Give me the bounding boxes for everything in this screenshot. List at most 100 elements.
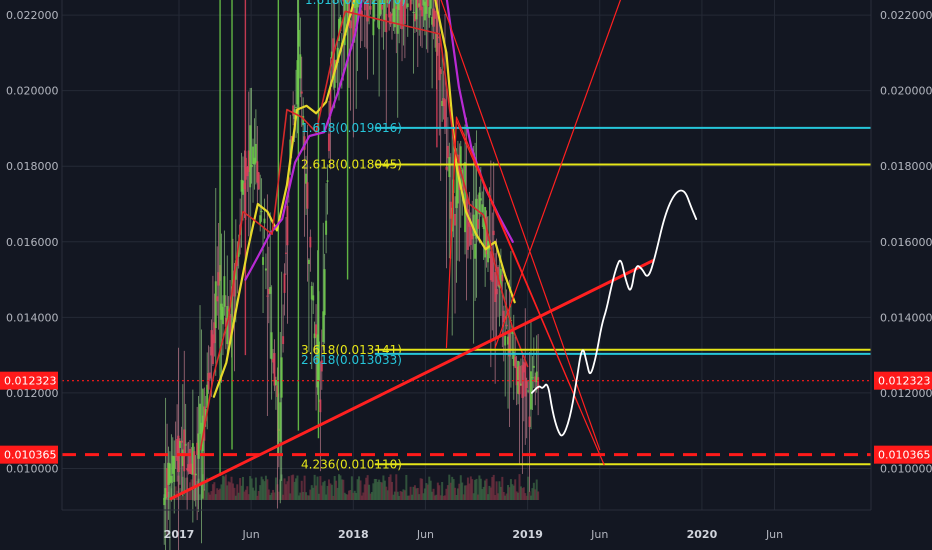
volume-bar xyxy=(405,474,408,500)
candle-body xyxy=(418,3,421,7)
y-tick-label-right: 0.012000 xyxy=(880,387,932,400)
candle-body xyxy=(389,14,392,25)
candle-body xyxy=(388,0,391,18)
price-tag-left-label: 0.010365 xyxy=(4,449,57,462)
candle-body xyxy=(504,335,507,346)
candle-body xyxy=(173,456,176,482)
trendline-2 xyxy=(455,120,605,466)
candle-body xyxy=(259,215,262,224)
volume-bar xyxy=(243,491,246,500)
volume-bar xyxy=(184,477,187,500)
ma-line-2 xyxy=(199,10,529,451)
candle-body xyxy=(458,154,461,190)
candle-body xyxy=(178,441,181,448)
volume-bar xyxy=(372,483,375,500)
y-tick-label-left: 0.012000 xyxy=(6,387,59,400)
volume-bar xyxy=(438,485,441,500)
volume-bar xyxy=(428,476,431,500)
candle-body xyxy=(476,219,479,229)
candle-body xyxy=(433,10,436,19)
volume-bar xyxy=(498,481,501,500)
volume-bar xyxy=(260,476,263,500)
volume-bar xyxy=(482,486,485,500)
volume-bar xyxy=(444,495,447,500)
candle-body xyxy=(448,157,451,178)
volume-bar xyxy=(535,479,538,500)
volume-bar xyxy=(508,487,511,500)
candle-body xyxy=(393,0,396,28)
candle-body xyxy=(349,20,352,29)
candle-body xyxy=(406,3,409,8)
volume-bar xyxy=(274,477,277,500)
candle-body xyxy=(342,0,345,2)
volume-bar xyxy=(388,476,391,500)
candle-body xyxy=(396,0,399,34)
ma-line-0 xyxy=(212,0,516,398)
volume-bar xyxy=(317,493,320,500)
candle-body xyxy=(269,287,272,294)
candle-body xyxy=(446,145,449,159)
candle-body xyxy=(296,60,299,105)
candle-body xyxy=(401,0,404,30)
candle-body xyxy=(240,179,243,192)
volume-bar xyxy=(290,475,293,500)
candle-body xyxy=(471,233,474,240)
x-tick-label: Jun xyxy=(765,528,783,541)
grid xyxy=(62,0,871,510)
fibonacci-levels: 1.618(0.019016)2.618(0.018045)3.618(0.01… xyxy=(301,0,871,471)
volume-bar xyxy=(383,480,386,500)
volume-bar xyxy=(257,491,260,500)
candle-body xyxy=(469,226,472,245)
candle-body xyxy=(531,377,534,379)
candle-body xyxy=(206,384,209,408)
volume-bar xyxy=(244,489,247,500)
y-tick-label-right: 0.020000 xyxy=(880,85,932,98)
volume-bar xyxy=(461,482,464,500)
volume-bar xyxy=(210,491,213,500)
volume-bar xyxy=(229,482,232,500)
x-tick-label: 2019 xyxy=(512,528,543,541)
candle-body xyxy=(295,106,298,108)
y-tick-label-right: 0.014000 xyxy=(880,311,932,324)
candle-body xyxy=(436,36,439,39)
volume-bar xyxy=(313,474,316,500)
volume-bar xyxy=(204,481,207,500)
candle-body xyxy=(462,179,465,191)
candle-body xyxy=(164,488,167,499)
candle-body xyxy=(181,449,184,467)
candle-body xyxy=(519,383,522,386)
volume-bar xyxy=(527,476,530,500)
candle-body xyxy=(249,125,252,188)
volume-bar xyxy=(471,479,474,500)
volume-bar xyxy=(413,485,416,500)
volume-bar xyxy=(332,495,335,500)
volume-bar xyxy=(359,480,362,500)
volume-bar xyxy=(272,489,275,500)
candle-body xyxy=(262,257,265,265)
volume-bar xyxy=(319,476,322,500)
volume-bar xyxy=(356,479,359,500)
candle-body xyxy=(307,259,310,265)
volume-bar xyxy=(415,488,418,500)
volume-bar xyxy=(259,485,262,500)
candle-body xyxy=(454,213,457,226)
candle-body xyxy=(210,330,213,356)
volume-bar xyxy=(479,478,482,500)
volume-bar xyxy=(494,495,497,500)
candle-body xyxy=(537,377,540,390)
candle-body xyxy=(246,166,249,177)
candle-body xyxy=(426,0,429,7)
candle-body xyxy=(392,8,395,24)
volume-bar xyxy=(509,479,512,500)
volume-bar xyxy=(439,495,442,500)
volume-bar xyxy=(378,479,381,500)
volume-bar xyxy=(221,475,224,500)
volume-bar xyxy=(449,482,452,500)
candle-body xyxy=(378,0,381,30)
volume-bar xyxy=(211,484,214,500)
candle-body xyxy=(360,10,363,17)
candle-body xyxy=(270,332,273,360)
candle-body xyxy=(266,295,269,297)
volume-bar xyxy=(326,485,329,500)
